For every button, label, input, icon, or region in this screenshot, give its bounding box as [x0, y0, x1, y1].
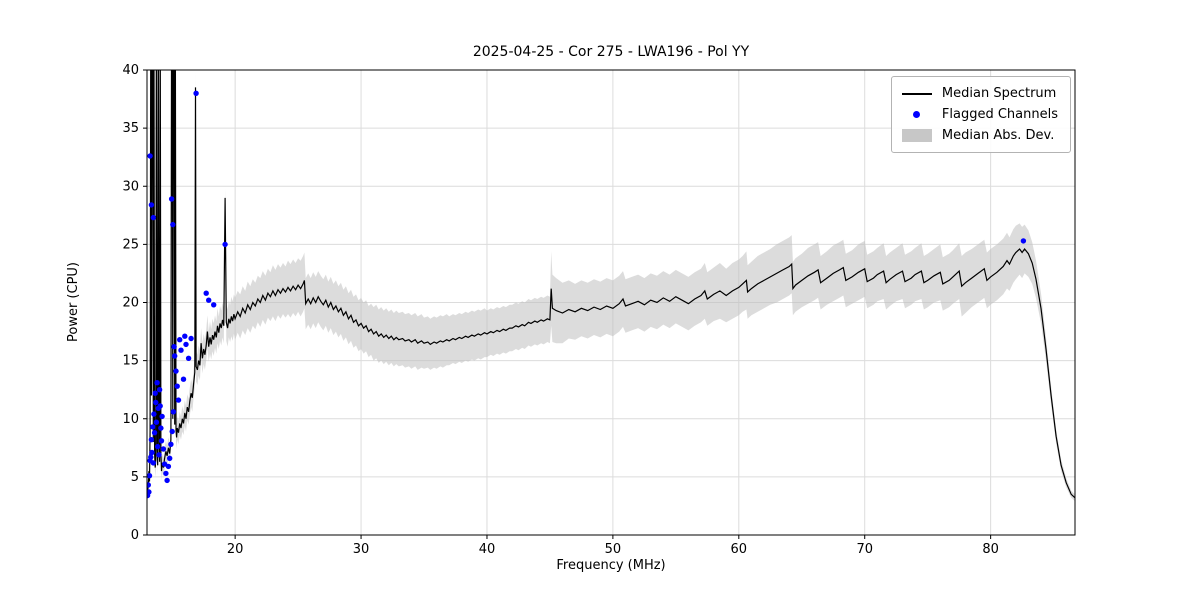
- flagged-channel-dot: [149, 449, 155, 456]
- median-spectrum-line: [147, 70, 1075, 499]
- flagged-channel-dot: [178, 347, 184, 353]
- median-spectrum-line-icon: [901, 92, 932, 95]
- flagged-channel-dot: [193, 90, 199, 97]
- flagged-channel-dot: [155, 443, 161, 450]
- flagged-channel-dot: [148, 437, 155, 443]
- flagged-channel-dot: [175, 397, 182, 403]
- x-tick-label: 20: [227, 542, 244, 557]
- y-tick-label: 30: [122, 179, 139, 194]
- flagged-channel-dot: [177, 337, 183, 343]
- flagged-channel-dot: [150, 460, 156, 466]
- flagged-channel-dot: [170, 221, 176, 228]
- y-tick-label: 25: [122, 237, 139, 252]
- flagged-channel-dot: [160, 446, 167, 452]
- flagged-channel-dot: [153, 399, 159, 406]
- flagged-channel-dot: [152, 390, 158, 396]
- flagged-channel-dot: [222, 241, 228, 248]
- flagged-channel-dot: [157, 403, 163, 409]
- flagged-channel-dot: [159, 413, 165, 420]
- x-tick-label: 70: [856, 542, 873, 557]
- flagged-channel-dot: [163, 470, 169, 477]
- legend-label: Median Spectrum: [941, 86, 1057, 101]
- x-tick-label: 60: [731, 542, 748, 557]
- flagged-channel-dot: [180, 376, 187, 382]
- flagged-channel-dot: [167, 455, 173, 461]
- flagged-channel-dot: [147, 482, 151, 488]
- mad-band: [147, 70, 1075, 503]
- flagged-channels-dot-icon: [902, 111, 932, 118]
- flagged-channel-dot: [211, 302, 217, 308]
- flagged-channel-dot: [153, 419, 160, 425]
- legend-item-median-spectrum: Median Spectrum: [901, 83, 1058, 104]
- flagged-channel-dot: [148, 454, 154, 460]
- y-tick-label: 40: [122, 63, 139, 78]
- flagged-channel-dot: [151, 430, 158, 436]
- flagged-channel-dot: [158, 425, 164, 431]
- flagged-channel-dot: [172, 353, 178, 359]
- flagged-channel-dot: [147, 473, 153, 479]
- flagged-channel-dot: [203, 290, 209, 296]
- flagged-channel-dot: [164, 477, 170, 484]
- flagged-channel-dot: [147, 489, 152, 495]
- flagged-channel-dot: [173, 368, 179, 374]
- flagged-channel-dot: [170, 409, 177, 415]
- flagged-channel-dot: [174, 383, 180, 389]
- flagged-channel-dot: [154, 380, 160, 386]
- flagged-channel-dot: [168, 441, 174, 447]
- flagged-channel-dot: [165, 463, 172, 470]
- y-tick-label: 0: [131, 528, 139, 543]
- x-tick-label: 50: [605, 542, 622, 557]
- y-tick-label: 35: [122, 121, 139, 136]
- flagged-channel-dot: [151, 411, 157, 417]
- flagged-channel-dot: [1020, 238, 1027, 244]
- x-tick-label: 30: [353, 542, 370, 557]
- flagged-channel-dot: [182, 333, 188, 339]
- x-tick-label: 80: [982, 542, 999, 557]
- x-axis-label: Frequency (MHz): [556, 558, 666, 573]
- y-tick-label: 15: [122, 354, 139, 369]
- flagged-channel-dot: [147, 153, 153, 159]
- flagged-channel-dot: [171, 344, 177, 350]
- flagged-channel-dot: [168, 196, 175, 202]
- legend-label: Flagged Channels: [941, 107, 1058, 122]
- flagged-channel-dot: [156, 387, 163, 393]
- y-tick-label: 10: [122, 412, 139, 427]
- legend-item-flagged-channels: Flagged Channels: [902, 104, 1058, 125]
- flagged-channel-dot: [188, 335, 194, 342]
- median-abs-dev-patch-icon: [901, 129, 932, 142]
- flagged-channel-dot: [169, 428, 175, 435]
- flagged-channel-dot: [185, 355, 192, 361]
- legend-item-median-abs-dev: Median Abs. Dev.: [901, 125, 1058, 146]
- flagged-channel-dot: [150, 424, 156, 430]
- flagged-channel-dot: [150, 214, 156, 221]
- flagged-channel-dot: [156, 452, 162, 458]
- flagged-channel-dot: [148, 202, 155, 208]
- flagged-channel-dot: [206, 297, 212, 303]
- legend: Median Spectrum Flagged Channels Median …: [890, 76, 1071, 153]
- chart-title: 2025-04-25 - Cor 275 - LWA196 - Pol YY: [472, 44, 750, 60]
- flagged-channel-dot: [158, 438, 165, 444]
- x-tick-label: 40: [479, 542, 496, 557]
- y-tick-label: 20: [122, 296, 139, 311]
- legend-label: Median Abs. Dev.: [941, 128, 1055, 143]
- flagged-channel-dot: [183, 341, 189, 348]
- y-tick-label: 5: [131, 470, 139, 485]
